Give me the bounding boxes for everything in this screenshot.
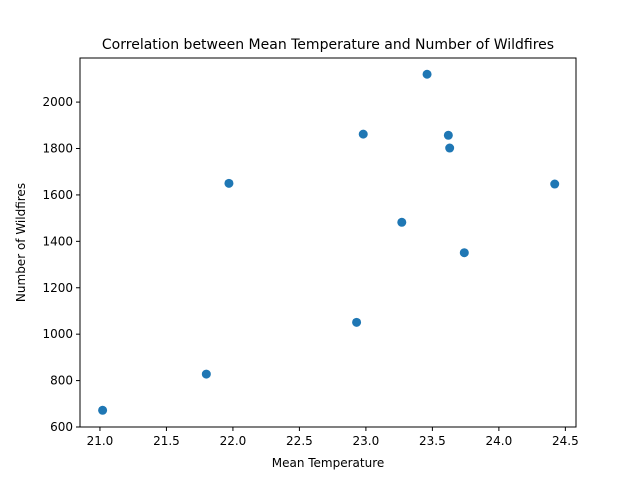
data-point: [201, 369, 211, 379]
data-point: [422, 69, 432, 79]
y-tick-label: 1000: [42, 327, 73, 341]
x-axis-label: Mean Temperature: [272, 456, 385, 470]
y-tick-label: 2000: [42, 95, 73, 109]
x-tick-label: 24.0: [486, 434, 513, 448]
chart-title: Correlation between Mean Temperature and…: [102, 37, 554, 53]
data-point: [459, 248, 469, 258]
plot-frame: [79, 57, 577, 428]
x-tick-label: 21.5: [153, 434, 180, 448]
y-tick-label: 1600: [42, 188, 73, 202]
x-tick-label: 22.5: [286, 434, 313, 448]
data-point: [445, 143, 455, 153]
x-tick-label: 24.5: [552, 434, 579, 448]
data-point: [352, 317, 362, 327]
data-point: [550, 179, 560, 189]
x-tick-label: 23.5: [419, 434, 446, 448]
y-tick-label: 600: [50, 420, 73, 434]
y-tick-label: 800: [50, 374, 73, 388]
y-axis-label: Number of Wildfires: [14, 183, 28, 302]
x-tick-label: 22.0: [220, 434, 247, 448]
data-point: [397, 217, 407, 227]
plot-area: 21.0 21.5 22.0 22.5 23.0 23.5 24.0 24.5 600 800 10…: [42, 69, 579, 448]
y-tick-label: 1800: [42, 142, 73, 156]
data-point: [98, 405, 108, 415]
x-tick-label: 21.0: [87, 434, 114, 448]
y-tick-label: 1400: [42, 234, 73, 248]
data-point: [443, 130, 453, 140]
data-point: [358, 129, 368, 139]
data-point: [224, 178, 234, 188]
x-tick-label: 23.0: [353, 434, 380, 448]
y-tick-label: 1200: [42, 281, 73, 295]
